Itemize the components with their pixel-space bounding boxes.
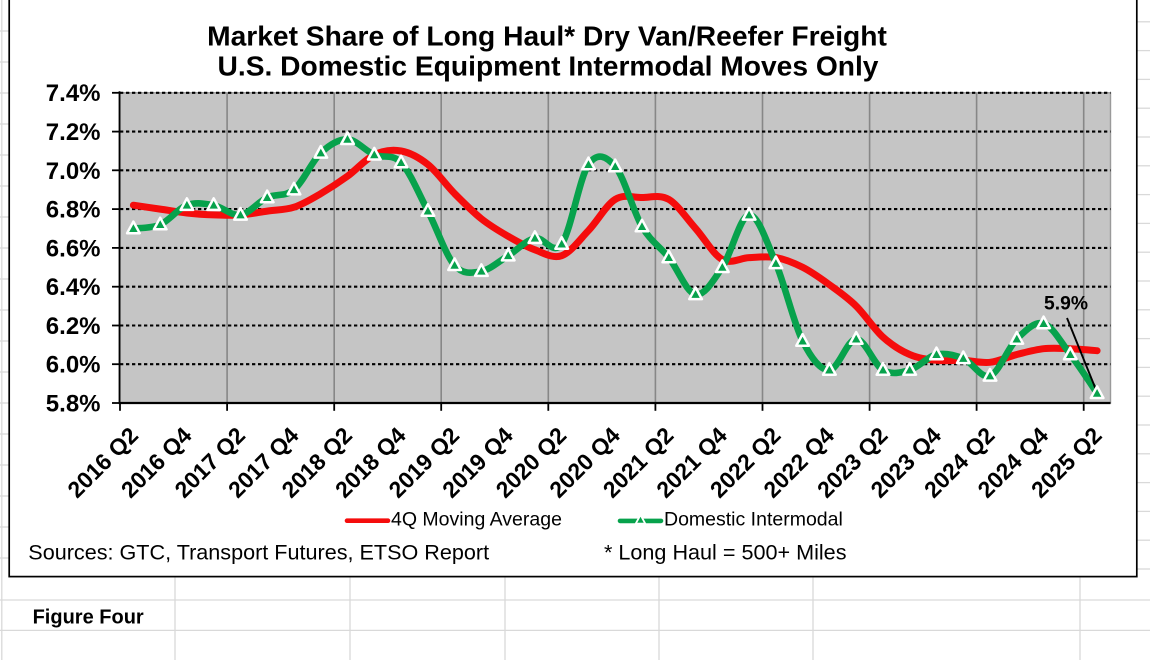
svg-text:5.8%: 5.8% <box>46 391 101 418</box>
svg-text:Figure Four: Figure Four <box>33 606 144 628</box>
svg-text:5.9%: 5.9% <box>1044 294 1088 315</box>
svg-text:6.2%: 6.2% <box>46 313 101 340</box>
svg-text:7.0%: 7.0% <box>46 158 101 185</box>
svg-text:6.6%: 6.6% <box>46 235 101 262</box>
svg-text:7.2%: 7.2% <box>46 119 101 146</box>
svg-text:6.4%: 6.4% <box>46 274 101 301</box>
svg-text:6.8%: 6.8% <box>46 197 101 224</box>
svg-text:6.0%: 6.0% <box>46 352 101 379</box>
svg-text:Market Share of Long Haul* Dry: Market Share of Long Haul* Dry Van/Reefe… <box>207 19 887 51</box>
svg-text:4Q Moving Average: 4Q Moving Average <box>391 509 562 531</box>
svg-text:Sources: GTC, Transport Future: Sources: GTC, Transport Futures, ETSO Re… <box>28 540 489 565</box>
svg-text:U.S. Domestic Equipment Interm: U.S. Domestic Equipment Intermodal Moves… <box>218 50 879 82</box>
svg-text:* Long Haul = 500+ Miles: * Long Haul = 500+ Miles <box>604 540 847 565</box>
svg-text:Domestic Intermodal: Domestic Intermodal <box>664 509 843 531</box>
svg-text:7.4%: 7.4% <box>46 80 101 107</box>
